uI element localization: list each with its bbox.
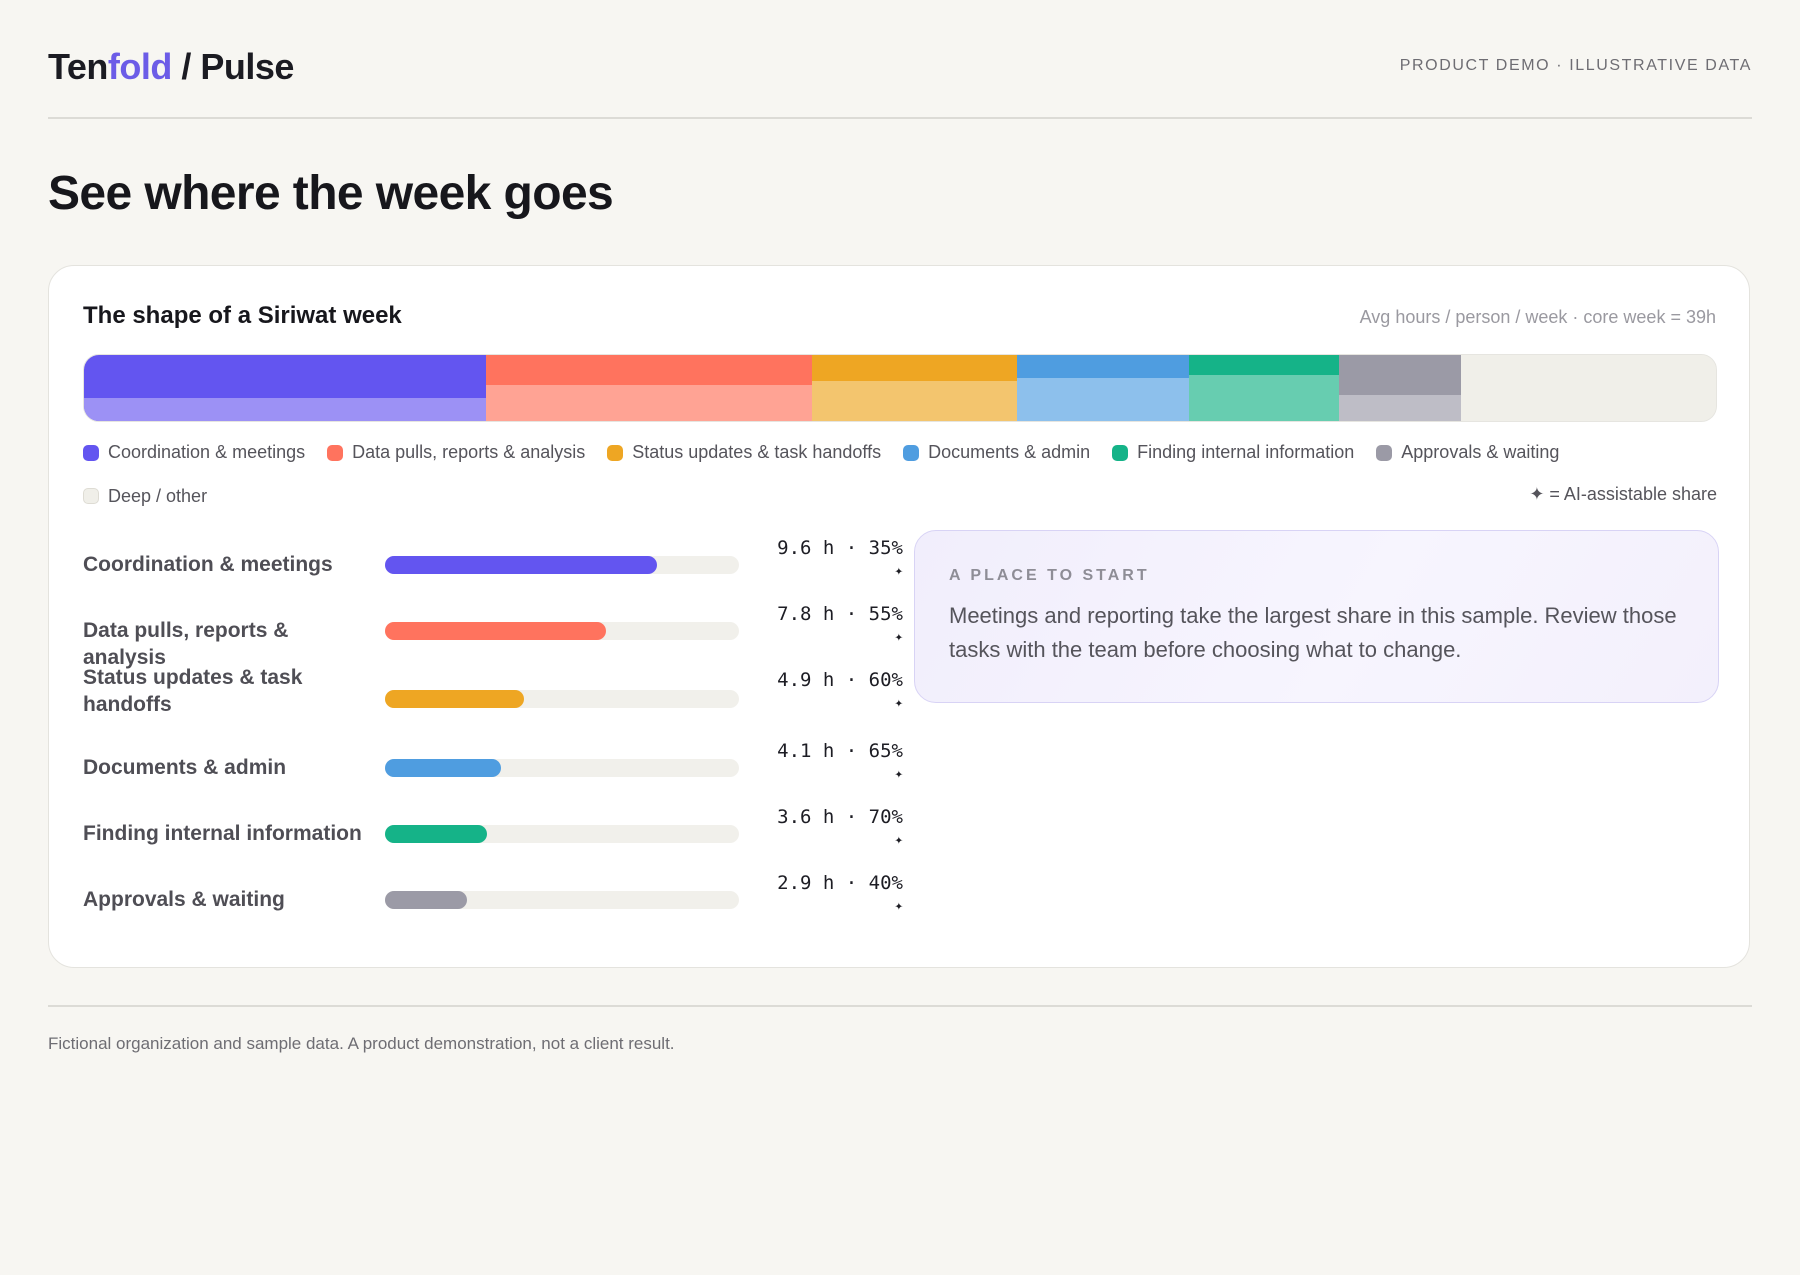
ai-assistable-star-icon: ✦ <box>894 832 903 848</box>
legend-label-finding: Finding internal information <box>1137 442 1355 462</box>
callout-kicker: A PLACE TO START <box>949 567 1150 584</box>
legend-row: Coordination & meetings Data pulls, repor… <box>83 442 1717 463</box>
top-bar: Tenfold / Pulse PRODUCT DEMO · ILLUSTRAT… <box>48 0 1752 119</box>
ai-assistable-star-icon: ✦ <box>894 766 903 782</box>
week-shape-card: The shape of a Siriwat week Avg hours / … <box>48 265 1750 968</box>
category-row-value-text: 3.6 h · 70% <box>777 806 903 828</box>
ai-assistable-star-icon: ✦ <box>894 563 903 579</box>
category-bar-track <box>385 825 739 843</box>
stack-segment-documents <box>1017 355 1189 421</box>
page-title: See where the week goes <box>48 167 614 220</box>
category-row-value: 7.8 h · 55% ✦ <box>753 602 903 647</box>
category-row-label: Documents & admin <box>83 756 287 779</box>
card-title: The shape of a Siriwat week <box>83 302 402 329</box>
legend-label-approvals: Approvals & waiting <box>1401 442 1560 462</box>
category-bar-track <box>385 759 739 777</box>
legend-item-status: Status updates & task handoffs <box>607 442 881 463</box>
legend-item-approvals: Approvals & waiting <box>1376 442 1559 463</box>
category-row-value: 3.6 h · 70% ✦ <box>753 805 903 850</box>
legend-label-data: Data pulls, reports & analysis <box>352 442 586 462</box>
ai-assistable-star-icon: ✦ <box>894 898 903 914</box>
brand-product: / Pulse <box>171 46 294 87</box>
stack-segment-approvals <box>1339 355 1461 421</box>
legend-swatch-coordination <box>83 444 99 461</box>
stack-segment-ai-share-approvals <box>1339 394 1461 421</box>
footnote: Fictional organization and sample data. … <box>48 1034 675 1053</box>
category-row-value-text: 4.1 h · 65% <box>777 740 903 762</box>
legend-swatch-status <box>607 444 624 461</box>
legend-item-finding: Finding internal information <box>1112 442 1354 463</box>
stacked-week-bar <box>83 354 1717 422</box>
category-row-label: Finding internal information <box>83 822 362 845</box>
stack-segment-finding <box>1188 355 1340 421</box>
category-bar-fill-data <box>385 622 606 640</box>
category-bar-track <box>385 622 739 640</box>
legend-item-coordination: Coordination & meetings <box>83 442 305 463</box>
category-bar-fill-status <box>385 690 524 708</box>
legend-item-deep: Deep / other <box>83 486 207 507</box>
category-row-value-text: 4.9 h · 60% <box>777 669 903 691</box>
callout-body: Meetings and reporting take the largest … <box>949 603 1677 662</box>
legend-swatch-data <box>327 444 344 461</box>
category-row-value-text: 7.8 h · 55% <box>777 603 903 625</box>
page: Tenfold / Pulse PRODUCT DEMO · ILLUSTRAT… <box>48 0 1752 1053</box>
legend-swatch-deep <box>83 488 99 504</box>
category-bar-track <box>385 690 739 708</box>
category-row-value-text: 2.9 h · 40% <box>777 872 903 894</box>
legend-item-documents: Documents & admin <box>903 442 1090 463</box>
category-bar-track <box>385 891 739 909</box>
legend-swatch-documents <box>903 444 920 461</box>
category-row-label: Approvals & waiting <box>83 888 285 911</box>
brand-name-accent: fold <box>107 46 172 87</box>
ai-assistable-key: ✦ = AI-assistable share <box>1529 484 1717 504</box>
legend-row-secondary: Deep / other ✦ = AI-assistable share <box>83 484 1717 508</box>
brand-name-start: Ten <box>48 46 108 87</box>
stack-segment-ai-share-status <box>812 381 1018 421</box>
category-row-label: Data pulls, reports & analysis <box>83 619 289 669</box>
legend-swatch-finding <box>1112 444 1129 461</box>
category-row-value: 4.1 h · 65% ✦ <box>753 739 903 784</box>
category-bar-fill-finding <box>385 825 487 843</box>
legend-label-coordination: Coordination & meetings <box>108 442 306 462</box>
stack-segment-ai-share-finding <box>1188 374 1340 421</box>
category-bar-fill-documents <box>385 759 502 777</box>
stack-segment-data <box>485 355 813 421</box>
category-row-value: 4.9 h · 60% ✦ <box>753 668 903 713</box>
stack-segment-status <box>812 355 1018 421</box>
category-bar-track <box>385 556 739 574</box>
legend-label-documents: Documents & admin <box>928 442 1091 462</box>
category-row-label: Coordination & meetings <box>83 553 333 576</box>
ai-assistable-star-icon: ✦ <box>894 629 903 645</box>
card-meta: Avg hours / person / week · core week = … <box>1359 307 1716 327</box>
legend-item-data: Data pulls, reports & analysis <box>327 442 585 463</box>
legend-swatch-approvals <box>1376 444 1393 461</box>
brand-logo: Tenfold / Pulse <box>48 46 294 88</box>
category-row-value: 9.6 h · 35% ✦ <box>753 536 903 581</box>
legend-label-deep: Deep / other <box>108 485 208 506</box>
ai-assistable-star-icon: ✦ <box>894 695 903 711</box>
legend: Coordination & meetings Data pulls, repor… <box>83 442 1717 508</box>
stack-segment-ai-share-documents <box>1017 378 1189 421</box>
start-callout: A PLACE TO START Meetings and reporting … <box>914 530 1719 703</box>
demo-tag: PRODUCT DEMO · ILLUSTRATIVE DATA <box>1399 57 1752 74</box>
category-row-label: Status updates & task handoffs <box>83 666 303 716</box>
stack-segment-coordination <box>84 355 486 421</box>
category-bar-fill-coordination <box>385 556 657 574</box>
category-row-value-text: 9.6 h · 35% <box>777 537 903 559</box>
legend-label-status: Status updates & task handoffs <box>632 442 882 462</box>
stack-segment-deep <box>1460 355 1716 421</box>
footer-divider <box>48 1005 1752 1007</box>
stack-segment-ai-share-coordination <box>84 397 486 421</box>
stack-segment-ai-share-data <box>485 384 813 421</box>
category-bar-fill-approvals <box>385 891 468 909</box>
category-row-value: 2.9 h · 40% ✦ <box>753 871 903 916</box>
